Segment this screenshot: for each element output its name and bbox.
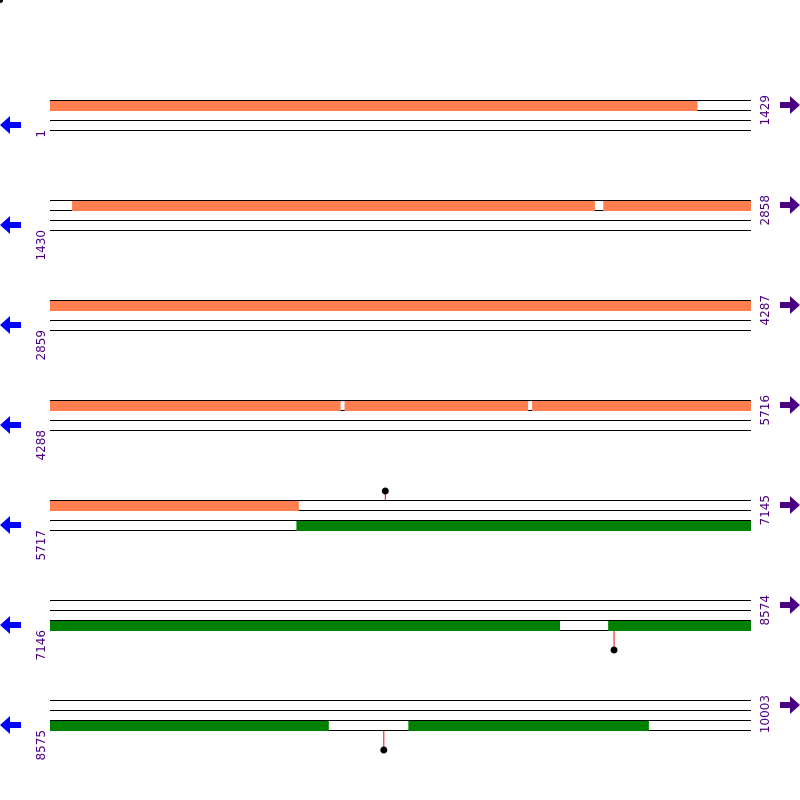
right-arrow-icon [780,396,800,414]
left-arrow-icon [0,416,21,434]
reverse-feature-block [608,621,751,631]
right-arrow-icon [780,696,800,714]
sequence-row: 1 1429 [0,95,800,138]
left-arrow-icon [0,716,21,734]
forward-feature-block [603,201,751,211]
start-position-label: 4288 [34,430,48,461]
forward-feature-block [72,201,595,211]
reverse-feature-block [408,721,649,731]
right-arrow-icon [780,496,800,514]
left-arrow-icon [0,116,21,134]
sequence-row: 1430 2858 [0,195,800,261]
start-position-label: 5717 [34,530,48,561]
end-position-label: 1429 [758,95,772,126]
start-position-label: 1 [34,130,48,138]
end-position-label: 5716 [758,395,772,426]
forward-feature-block [532,401,751,411]
marker-dot [610,646,618,654]
end-position-label: 7145 [758,495,772,526]
end-position-label: 2858 [758,195,772,226]
end-position-label: 4287 [758,295,772,326]
right-arrow-icon [780,196,800,214]
right-arrow-icon [780,96,800,114]
forward-feature-block [50,501,299,511]
sequence-row: 8575 10003 [0,695,800,761]
corner-dot [0,0,3,3]
forward-feature-block [50,301,751,311]
start-position-label: 8575 [34,730,48,761]
reverse-feature-block [296,521,751,531]
left-arrow-icon [0,216,21,234]
sequence-row: 4288 5716 [0,395,800,461]
marker-dot [380,746,388,754]
left-arrow-icon [0,616,21,634]
forward-feature-block [50,401,341,411]
forward-feature-block [344,401,529,411]
left-arrow-icon [0,316,21,334]
start-position-label: 7146 [34,630,48,661]
end-position-label: 10003 [758,695,772,733]
left-arrow-icon [0,516,21,534]
sequence-row: 2859 4287 [0,295,800,361]
end-position-label: 8574 [758,595,772,626]
reverse-feature-block [50,721,329,731]
right-arrow-icon [780,296,800,314]
start-position-label: 1430 [34,230,48,261]
sequence-row: 5717 7145 [0,487,800,561]
right-arrow-icon [780,596,800,614]
forward-feature-block [50,101,698,111]
marker-dot [381,487,389,495]
sequence-row: 7146 8574 [0,595,800,661]
start-position-label: 2859 [34,330,48,361]
reverse-feature-block [50,621,561,631]
